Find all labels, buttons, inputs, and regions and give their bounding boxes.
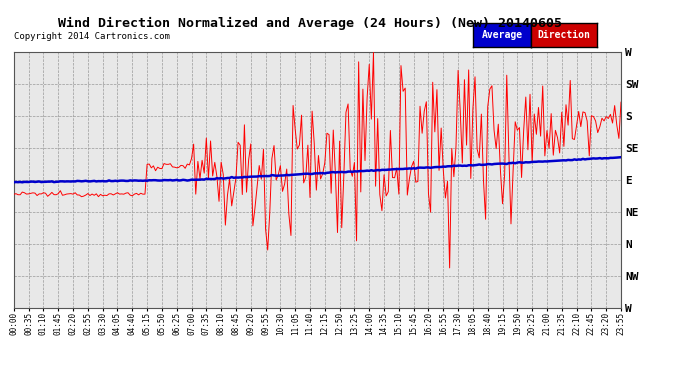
- Text: Average: Average: [482, 30, 522, 40]
- Text: Wind Direction Normalized and Average (24 Hours) (New) 20140605: Wind Direction Normalized and Average (2…: [59, 17, 562, 30]
- Text: Direction: Direction: [538, 30, 591, 40]
- Text: Copyright 2014 Cartronics.com: Copyright 2014 Cartronics.com: [14, 32, 170, 41]
